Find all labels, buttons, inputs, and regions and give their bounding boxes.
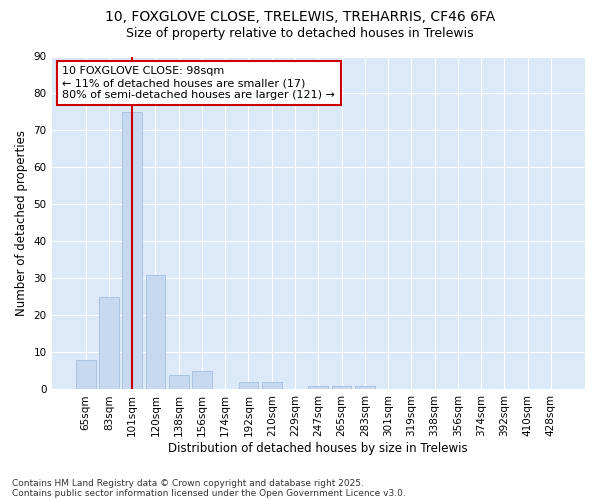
Bar: [355, 386, 374, 390]
Bar: [192, 371, 212, 390]
Bar: [239, 382, 259, 390]
Text: Size of property relative to detached houses in Trelewis: Size of property relative to detached ho…: [126, 28, 474, 40]
Text: Contains HM Land Registry data © Crown copyright and database right 2025.: Contains HM Land Registry data © Crown c…: [12, 478, 364, 488]
Bar: [99, 297, 119, 390]
Bar: [122, 112, 142, 390]
Bar: [308, 386, 328, 390]
Bar: [332, 386, 352, 390]
Y-axis label: Number of detached properties: Number of detached properties: [15, 130, 28, 316]
Bar: [262, 382, 281, 390]
Text: Contains public sector information licensed under the Open Government Licence v3: Contains public sector information licen…: [12, 488, 406, 498]
X-axis label: Distribution of detached houses by size in Trelewis: Distribution of detached houses by size …: [169, 442, 468, 455]
Bar: [146, 275, 166, 390]
Bar: [76, 360, 95, 390]
Text: 10 FOXGLOVE CLOSE: 98sqm
← 11% of detached houses are smaller (17)
80% of semi-d: 10 FOXGLOVE CLOSE: 98sqm ← 11% of detach…: [62, 66, 335, 100]
Text: 10, FOXGLOVE CLOSE, TRELEWIS, TREHARRIS, CF46 6FA: 10, FOXGLOVE CLOSE, TRELEWIS, TREHARRIS,…: [105, 10, 495, 24]
Bar: [169, 374, 188, 390]
